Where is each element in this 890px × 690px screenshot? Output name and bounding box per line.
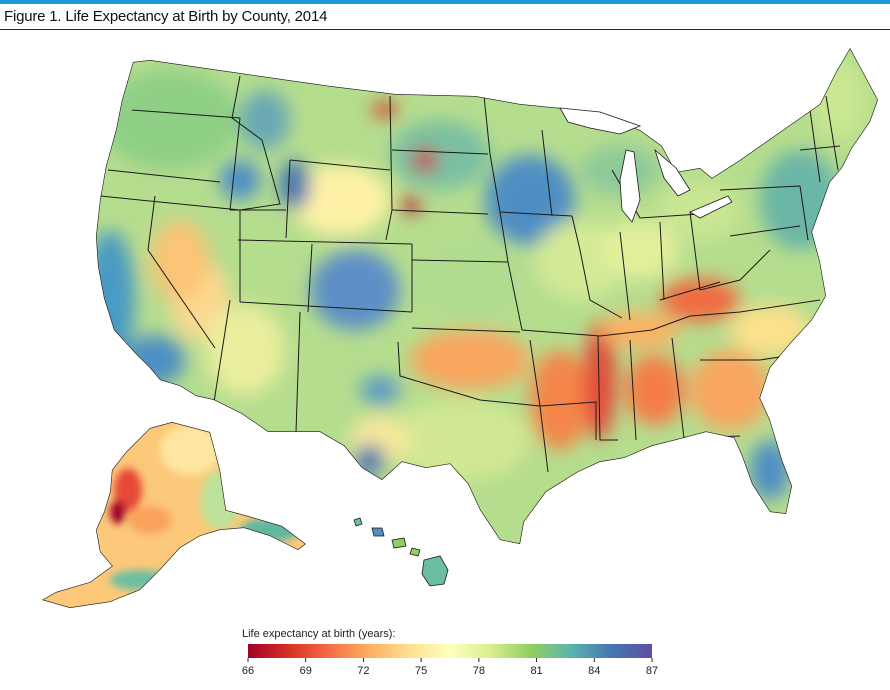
legend-tick-label: 72 xyxy=(357,665,369,677)
legend-tick-label: 66 xyxy=(242,665,254,677)
hawaii-fill xyxy=(353,517,449,587)
state-boundaries xyxy=(99,75,841,473)
legend-tick-label: 75 xyxy=(415,665,427,677)
legend-gradient-bar xyxy=(248,644,652,658)
great-lakes xyxy=(559,107,733,223)
figure-title: Figure 1. Life Expectancy at Birth by Co… xyxy=(4,8,328,25)
legend-tick-label: 78 xyxy=(473,665,485,677)
legend-label: Life expectancy at birth (years): xyxy=(242,628,396,640)
legend-tick-label: 87 xyxy=(646,665,658,677)
legend-tick-label: 84 xyxy=(588,665,600,677)
top-accent-rule xyxy=(0,0,890,4)
title-rule xyxy=(0,29,890,30)
us-county-map xyxy=(42,48,878,608)
alaska-fill xyxy=(42,422,306,608)
legend-tick-label: 69 xyxy=(300,665,312,677)
choropleth-map xyxy=(0,30,890,630)
legend-scale: 66 69 72 75 78 81 84 87 xyxy=(242,644,658,677)
legend-tick-label: 81 xyxy=(530,665,542,677)
color-legend: Life expectancy at birth (years): 66 69 72… xyxy=(236,628,666,684)
